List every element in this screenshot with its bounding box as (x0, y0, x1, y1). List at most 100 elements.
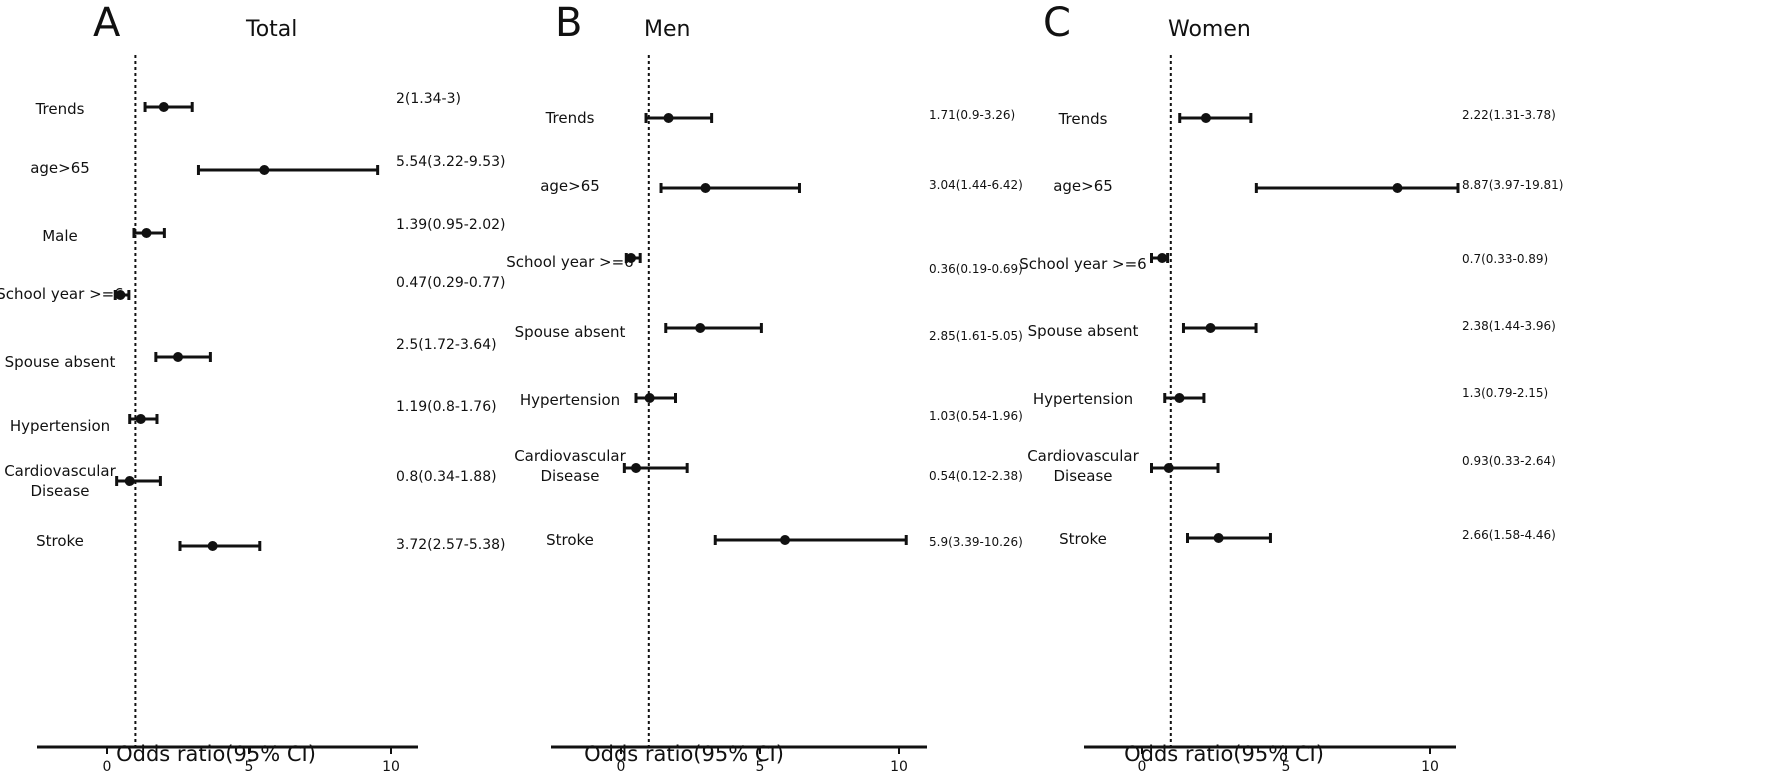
odds-ratio-point (1174, 393, 1185, 403)
forest-row: School year >=6 0.36(0.19-0.69) (506, 253, 1023, 276)
row-label: Stroke (1059, 530, 1107, 548)
forest-row: Cardiovascular Disease 0.93(0.33-2.64) (1027, 447, 1556, 485)
x-tick-label: 0 (1138, 759, 1147, 775)
forest-row: School year >=6 0.47(0.29-0.77) (0, 275, 506, 303)
x-tick-label: 5 (1282, 759, 1291, 775)
row-label: Spouse absent (5, 353, 116, 371)
or-ci-value: 0.47(0.29-0.77) (396, 275, 506, 291)
or-ci-value: 1.19(0.8-1.76) (396, 399, 497, 415)
odds-ratio-point (1392, 183, 1403, 193)
x-tick-label: 5 (756, 759, 765, 775)
forest-row: Hypertension 1.03(0.54-1.96) (520, 391, 1023, 423)
x-tick-label: 10 (1421, 759, 1439, 775)
forest-panel-c: C Women 0 5 10 Odds ratio(95% CI) Trends 2.22(1… (1019, 0, 1563, 775)
row-label: Hypertension (1033, 390, 1133, 408)
odds-ratio-point (1163, 463, 1174, 473)
forest-row: Spouse absent 2.5(1.72-3.64) (5, 337, 497, 371)
row-label: Disease (31, 482, 90, 500)
panel-letter: C (1043, 0, 1071, 46)
panel-title: Women (1168, 17, 1251, 42)
x-axis-title: Odds ratio(95% CI) (116, 742, 316, 766)
x-axis-title: Odds ratio(95% CI) (1124, 742, 1324, 766)
odds-ratio-point (780, 535, 791, 545)
or-ci-value: 0.7(0.33-0.89) (1462, 252, 1548, 266)
odds-ratio-point (124, 476, 135, 486)
odds-ratio-point (115, 290, 126, 300)
or-ci-value: 0.93(0.33-2.64) (1462, 454, 1556, 468)
or-ci-value: 0.36(0.19-0.69) (929, 262, 1023, 276)
or-ci-value: 1.39(0.95-2.02) (396, 217, 506, 233)
or-ci-value: 3.72(2.57-5.38) (396, 537, 506, 553)
x-tick-label: 0 (103, 759, 112, 775)
row-label: Spouse absent (515, 323, 626, 341)
or-ci-value: 2.22(1.31-3.78) (1462, 108, 1556, 122)
row-label: Spouse absent (1028, 322, 1139, 340)
or-ci-value: 2(1.34-3) (396, 91, 461, 107)
or-ci-value: 2.5(1.72-3.64) (396, 337, 497, 353)
or-ci-value: 5.9(3.39-10.26) (929, 535, 1023, 549)
odds-ratio-point (1157, 253, 1168, 263)
or-ci-value: 0.8(0.34-1.88) (396, 469, 497, 485)
odds-ratio-point (141, 228, 152, 238)
odds-ratio-point (207, 541, 218, 551)
row-label: Stroke (546, 531, 594, 549)
odds-ratio-point (631, 463, 642, 473)
or-ci-value: 2.85(1.61-5.05) (929, 329, 1023, 343)
or-ci-value: 8.87(3.97-19.81) (1462, 178, 1563, 192)
x-tick-label: 0 (617, 759, 626, 775)
x-tick-label: 5 (245, 759, 254, 775)
forest-row: Cardiovascular Disease 0.54(0.12-2.38) (514, 447, 1023, 485)
row-label: Male (42, 227, 78, 245)
odds-ratio-point (1213, 533, 1224, 543)
panel-title: Total (245, 17, 297, 42)
x-axis-title: Odds ratio(95% CI) (584, 742, 784, 766)
row-label: Trends (1058, 110, 1108, 128)
row-label: School year >=6 (1019, 255, 1146, 273)
or-ci-value: 2.38(1.44-3.96) (1462, 319, 1556, 333)
forest-row: School year >=6 0.7(0.33-0.89) (1019, 252, 1548, 273)
or-ci-value: 1.3(0.79-2.15) (1462, 386, 1548, 400)
forest-row: Spouse absent 2.85(1.61-5.05) (515, 323, 1023, 343)
or-ci-value: 2.66(1.58-4.46) (1462, 528, 1556, 542)
panel-letter: B (555, 0, 582, 46)
forest-row: Trends 1.71(0.9-3.26) (545, 108, 1016, 127)
odds-ratio-point (663, 113, 674, 123)
odds-ratio-point (173, 352, 183, 362)
forest-row: Hypertension 1.19(0.8-1.76) (10, 399, 497, 435)
row-label: Cardiovascular (514, 447, 626, 465)
row-label: Cardiovascular (4, 462, 116, 480)
panel-title: Men (644, 17, 690, 42)
row-label: Trends (545, 109, 595, 127)
odds-ratio-point (1200, 113, 1211, 123)
forest-row: Stroke 3.72(2.57-5.38) (36, 532, 505, 553)
row-label: Trends (35, 100, 85, 118)
forest-row: age>65 8.87(3.97-19.81) (1053, 177, 1563, 195)
row-label: Hypertension (10, 417, 110, 435)
odds-ratio-point (644, 393, 655, 403)
x-tick-label: 10 (382, 759, 400, 775)
row-label: age>65 (1053, 177, 1113, 195)
odds-ratio-point (158, 102, 169, 112)
forest-row: Cardiovascular Disease 0.8(0.34-1.88) (4, 462, 496, 500)
odds-ratio-point (135, 414, 146, 424)
row-label: School year >=6 (506, 253, 633, 271)
forest-row: Stroke 5.9(3.39-10.26) (546, 531, 1023, 549)
forest-row: Stroke 2.66(1.58-4.46) (1059, 528, 1556, 548)
row-label: Cardiovascular (1027, 447, 1139, 465)
odds-ratio-point (1205, 323, 1216, 333)
forest-panel-a: A Total 0 5 10 Odds ratio(95% CI) Trends 2(1.34… (0, 0, 506, 775)
or-ci-value: 1.71(0.9-3.26) (929, 108, 1015, 122)
odds-ratio-point (626, 253, 637, 263)
or-ci-value: 0.54(0.12-2.38) (929, 469, 1023, 483)
forest-row: Male 1.39(0.95-2.02) (42, 217, 505, 245)
row-label: Disease (1054, 467, 1113, 485)
odds-ratio-point (700, 183, 711, 193)
or-ci-value: 3.04(1.44-6.42) (929, 178, 1023, 192)
or-ci-value: 5.54(3.22-9.53) (396, 154, 506, 170)
row-label: Disease (541, 467, 600, 485)
forest-row: Spouse absent 2.38(1.44-3.96) (1028, 319, 1556, 340)
forest-row: Trends 2.22(1.31-3.78) (1058, 108, 1556, 128)
forest-panel-b: B Men 0 5 10 Odds ratio(95% CI) Trends 1.71(0.9… (506, 0, 1023, 775)
row-label: age>65 (30, 159, 90, 177)
